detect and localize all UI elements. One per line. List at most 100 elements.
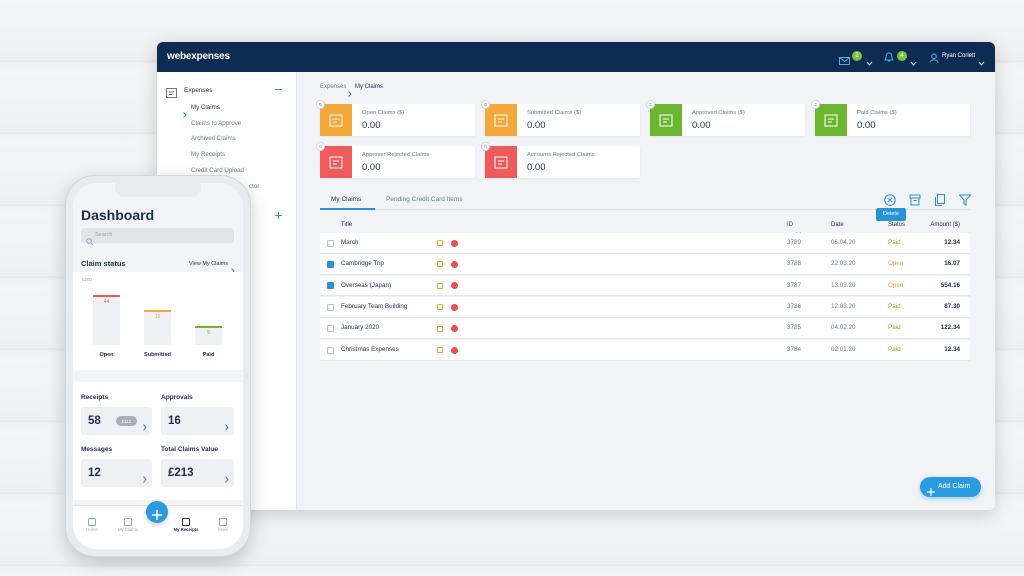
chevron[interactable] — [910, 53, 917, 66]
summary-card[interactable]: Approver Rejected Claims 0.00 — [320, 146, 475, 178]
row-status: Open — [888, 260, 904, 268]
sidebar-item[interactable]: Credit Card Upload — [191, 167, 244, 174]
column-header[interactable]: Status — [888, 222, 906, 228]
row-amount: 12.34 — [944, 238, 960, 246]
search-box[interactable]: Search — [81, 228, 234, 246]
table-row[interactable] — [320, 233, 970, 254]
sidebar-item[interactable]: ctor — [249, 182, 260, 190]
tile-label: Total Claims Value — [161, 445, 218, 453]
card-value: 0.00 — [692, 119, 711, 131]
receipt-icon — [437, 347, 443, 353]
card-count: 5 — [316, 100, 325, 109]
card-icon — [485, 104, 517, 136]
check-svg — [328, 270, 334, 275]
nav-icon[interactable] — [218, 514, 228, 526]
summary-card[interactable]: Approved Claims ($) 0.00 — [650, 104, 805, 136]
table-row[interactable] — [320, 254, 970, 275]
mail-badge: 2 — [852, 51, 862, 61]
summary-card[interactable]: Open Claims ($) 0.00 — [320, 104, 475, 136]
row-checkbox[interactable] — [327, 260, 334, 275]
logo: webexpenses — [167, 51, 230, 62]
sidebar-item[interactable]: Claims to Approve — [191, 119, 242, 127]
summary-card[interactable]: Paid Claims ($) 0.00 — [815, 104, 970, 136]
summary-card[interactable]: Accounts Rejected Claims 0.00 — [485, 146, 640, 178]
row-amount: 122.34 — [940, 324, 960, 332]
row-date: 12.03.20 — [831, 302, 856, 310]
nav-label[interactable]: More — [218, 526, 228, 532]
row-title: Overseas (Japan) — [341, 281, 392, 289]
filter-icon-svg — [958, 194, 972, 206]
row-checkbox[interactable] — [327, 239, 334, 247]
bell-icon[interactable] — [884, 50, 894, 62]
nav-label[interactable]: My Claims — [117, 526, 139, 532]
tile-chevron-svg — [143, 424, 147, 431]
column-header[interactable]: Date — [831, 222, 844, 228]
row-checkbox[interactable] — [327, 346, 334, 354]
card-glyph — [824, 113, 838, 127]
row-amount: 16.07 — [944, 260, 960, 268]
link-chevron[interactable] — [231, 261, 235, 274]
phone-screen: Dashboard Search Claim status View My Claim… — [73, 183, 243, 549]
tab[interactable]: Pending Credit Card Items — [386, 195, 463, 203]
fab-plus-svg — [152, 510, 162, 520]
column-header[interactable]: ID — [787, 222, 793, 228]
mail-icon[interactable] — [839, 52, 850, 65]
delete-icon[interactable] — [884, 193, 896, 206]
copy-icon[interactable] — [934, 193, 946, 206]
row-title: Christmas Expenses — [341, 345, 399, 353]
card-glyph — [659, 113, 673, 127]
table-row[interactable] — [320, 297, 970, 318]
table-row[interactable] — [320, 275, 970, 297]
card-count: 2 — [811, 100, 820, 109]
card-value: 0.00 — [857, 119, 876, 131]
user-name[interactable]: Ryan Corlett — [942, 53, 976, 59]
dashboard-tile[interactable]: 16 — [161, 407, 234, 435]
chevron[interactable] — [866, 53, 873, 66]
tab-active[interactable]: My Claims — [331, 195, 362, 203]
row-checkbox[interactable] — [327, 325, 334, 333]
sidebar-item[interactable]: My Claims — [191, 103, 220, 111]
row-checkbox[interactable] — [327, 282, 334, 296]
dashboard-tile[interactable]: £213 — [161, 459, 234, 487]
expenses-icon — [166, 85, 177, 98]
status-bar — [144, 310, 171, 345]
mail-badge-text: 2 — [855, 53, 859, 59]
tile-chevron-svg — [225, 476, 229, 483]
dashboard-tile[interactable]: 58 £112 — [81, 407, 152, 435]
row-date: 02.01.20 — [831, 345, 856, 353]
filter-icon[interactable] — [958, 193, 972, 206]
sidebar-section[interactable]: Expenses — [184, 86, 213, 94]
card-icon — [650, 104, 682, 136]
check-svg — [328, 291, 334, 296]
nav-icon[interactable] — [123, 514, 133, 526]
nav-label[interactable]: My Receipts — [173, 526, 199, 532]
receipt-icon — [437, 325, 443, 332]
collapse-icon[interactable] — [275, 89, 282, 90]
add-claim-button[interactable]: Add Claim — [920, 477, 981, 497]
dashboard-tile[interactable]: 12 — [81, 459, 152, 487]
row-date: 04.02.20 — [831, 324, 856, 332]
nav-icon[interactable] — [87, 514, 97, 526]
table-row[interactable] — [320, 340, 970, 361]
table-row[interactable] — [320, 318, 970, 340]
breadcrumb-link[interactable]: Expenses — [320, 84, 347, 90]
warning-icon — [451, 303, 458, 311]
card-label: Paid Claims ($) — [857, 110, 897, 117]
expenses-icon-svg — [166, 88, 177, 98]
column-header[interactable]: Title — [341, 222, 353, 228]
tile-badge-text: £112 — [121, 418, 132, 424]
sidebar-item[interactable]: Archived Claims — [191, 135, 236, 143]
summary-card[interactable]: Submitted Claims ($) 0.00 — [485, 104, 640, 136]
sidebar-item[interactable]: My Receipts — [191, 151, 226, 159]
expand-icon[interactable] — [275, 206, 282, 219]
search-icon-svg — [86, 238, 94, 246]
bar-value: 5 — [207, 330, 210, 336]
active-chevron — [183, 105, 187, 118]
nav-icon[interactable] — [181, 514, 191, 526]
row-checkbox[interactable] — [327, 303, 334, 311]
add-fab[interactable] — [146, 501, 168, 523]
archive-icon[interactable] — [909, 193, 921, 206]
nav-label[interactable]: Home — [86, 526, 98, 532]
chevron[interactable] — [978, 53, 985, 66]
